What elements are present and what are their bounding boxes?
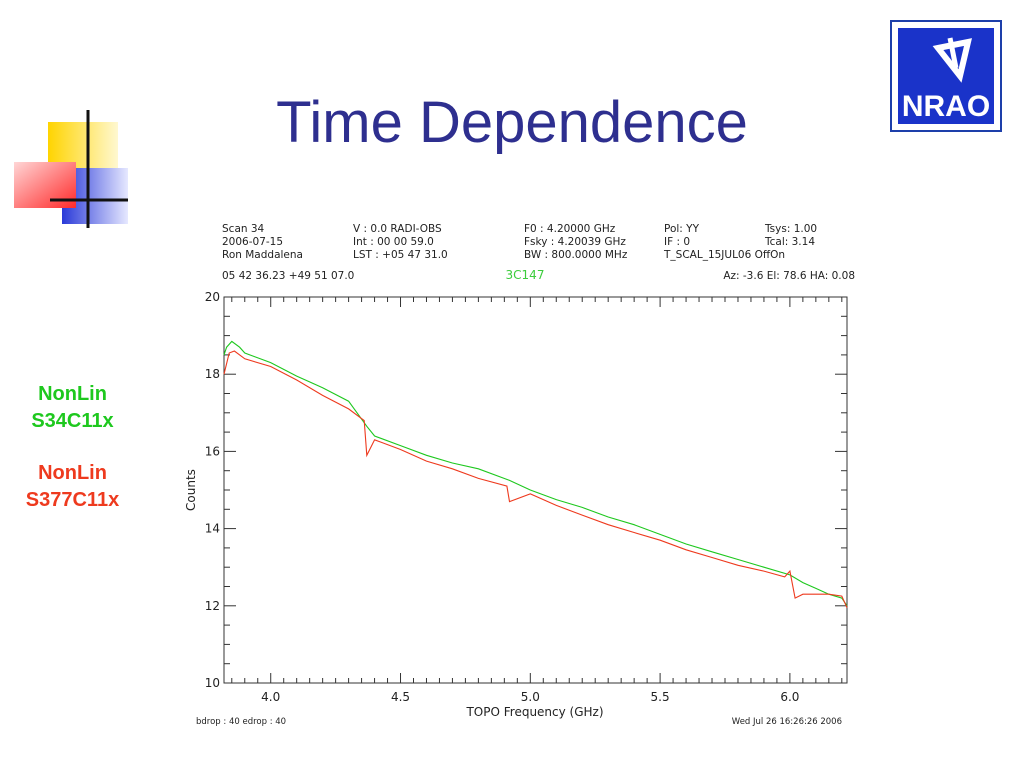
x-tick-label: 6.0 (780, 690, 799, 704)
header-col1-line1: Scan 34 (222, 223, 265, 235)
y-tick-label: 16 (205, 444, 220, 458)
header-col4-line3: T_SCAL_15JUL06 OffOn (663, 249, 785, 261)
header-col1-line3: Ron Maddalena (222, 249, 303, 261)
footer-bdrop-edrop: bdrop : 40 edrop : 40 (196, 717, 286, 727)
legend-nonlin-s34-line2: S34C11x (31, 410, 114, 432)
y-tick-label: 12 (205, 599, 220, 613)
header-col3-line3: BW : 800.0000 MHz (524, 249, 628, 261)
series-nonlin-s34c11x (223, 340, 848, 607)
chart-header: Scan 34 2006-07-15 Ron Maddalena 05 42 3… (222, 223, 855, 282)
footer-timestamp: Wed Jul 26 16:26:26 2006 (732, 717, 842, 727)
x-tick-label: 4.0 (261, 690, 280, 704)
slide-title: Time Dependence (276, 90, 748, 155)
nrao-logo-text: NRAO (902, 90, 990, 123)
header-col4-line2: IF : 0 (664, 236, 690, 248)
x-axis-label: TOPO Frequency (GHz) (465, 705, 603, 719)
series-nonlin-s377c11x (223, 350, 848, 608)
legend-nonlin-s377: NonLin S377C11x (0, 460, 145, 514)
header-col5-line1: Tsys: 1.00 (764, 223, 817, 235)
y-tick-label: 14 (205, 522, 220, 536)
decorative-squares-graphic (14, 110, 128, 228)
header-col3-line1: F0 : 4.20000 GHz (524, 223, 616, 235)
x-tick-label: 4.5 (391, 690, 410, 704)
header-coordinates: 05 42 36.23 +49 51 07.0 (222, 270, 354, 282)
legend-nonlin-s34-line1: NonLin (38, 383, 107, 405)
header-col4-line1: Pol: YY (664, 223, 700, 235)
telescope-icon: NRAO (902, 37, 990, 123)
axis-ticks: 4.0 4.5 5.0 5.5 6.0 10 12 14 16 18 20 (205, 290, 847, 704)
header-col2-line3: LST : +05 47 31.0 (353, 249, 448, 261)
legend-nonlin-s377-line2: S377C11x (25, 489, 120, 511)
decorative-squares (0, 0, 150, 240)
header-col2-line2: Int : 00 00 59.0 (353, 236, 434, 248)
x-tick-label: 5.5 (651, 690, 670, 704)
series-layer (223, 340, 848, 608)
header-col3-line2: Fsky : 4.20039 GHz (524, 236, 626, 248)
plot-frame (223, 296, 848, 684)
header-col5-line2: Tcal: 3.14 (764, 236, 815, 248)
header-col1-line2: 2006-07-15 (222, 236, 283, 248)
x-tick-label: 5.0 (521, 690, 540, 704)
header-az-el-ha: Az: -3.6 El: 78.6 HA: 0.08 (723, 270, 855, 282)
legend-nonlin-s377-line1: NonLin (38, 462, 107, 484)
chart-source-title: 3C147 (506, 268, 545, 282)
y-tick-label: 10 (205, 676, 220, 690)
legend-nonlin-s34: NonLin S34C11x (0, 381, 145, 435)
y-tick-label: 18 (205, 367, 220, 381)
nrao-logo-inner: NRAO (898, 28, 994, 124)
y-tick-label: 20 (205, 290, 220, 304)
header-col2-line1: V : 0.0 RADI-OBS (353, 223, 442, 235)
nrao-logo: NRAO (890, 20, 1002, 132)
y-axis-label: Counts (184, 469, 198, 511)
